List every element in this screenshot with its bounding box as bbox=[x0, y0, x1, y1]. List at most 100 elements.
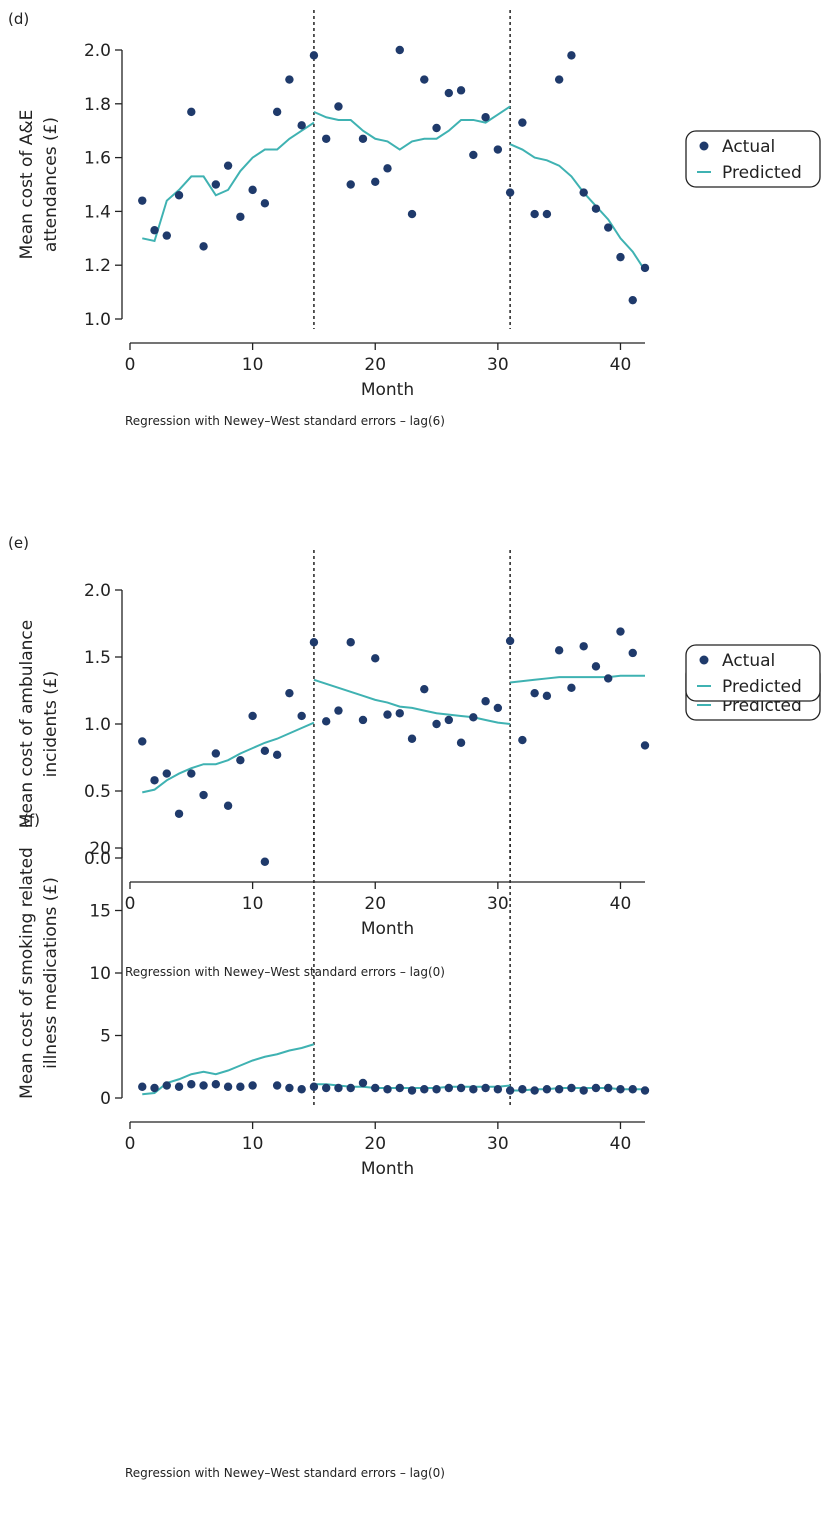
actual-point bbox=[272, 750, 282, 760]
actual-point bbox=[456, 738, 466, 747]
x-tick-label: 40 bbox=[610, 1134, 632, 1154]
actual-point bbox=[321, 717, 331, 726]
actual-point bbox=[223, 801, 233, 810]
actual-point bbox=[383, 710, 392, 719]
actual-point bbox=[211, 180, 221, 189]
actual-point bbox=[407, 209, 417, 219]
actual-point bbox=[162, 231, 171, 240]
actual-point bbox=[309, 51, 319, 60]
actual-point bbox=[554, 1085, 564, 1094]
legend-predicted-label: Predicted bbox=[722, 163, 802, 183]
regression-note: Regression with Newey–West standard erro… bbox=[125, 1466, 445, 1480]
actual-point bbox=[248, 711, 257, 721]
y-tick-label: 2.0 bbox=[84, 41, 111, 61]
actual-point bbox=[334, 102, 343, 111]
actual-point bbox=[162, 1081, 171, 1090]
actual-point bbox=[530, 688, 539, 698]
x-tick-label: 0 bbox=[125, 894, 136, 914]
legend-actual-marker bbox=[699, 141, 709, 151]
actual-point bbox=[616, 627, 625, 636]
actual-point bbox=[383, 1085, 392, 1094]
actual-point bbox=[456, 86, 466, 95]
actual-point bbox=[334, 1083, 343, 1093]
x-tick-label: 40 bbox=[610, 355, 632, 375]
actual-point bbox=[493, 1085, 503, 1094]
legend-box bbox=[685, 130, 821, 188]
actual-point bbox=[187, 1080, 196, 1089]
actual-point bbox=[432, 719, 441, 729]
actual-point bbox=[187, 107, 196, 117]
x-axis-title: Month bbox=[361, 919, 414, 939]
actual-point bbox=[505, 1086, 515, 1095]
y-tick-label: 5 bbox=[100, 1027, 111, 1047]
actual-point bbox=[469, 713, 478, 722]
x-tick-label: 0 bbox=[125, 1134, 136, 1154]
actual-point bbox=[456, 1083, 466, 1093]
y-tick-label: 1.0 bbox=[84, 310, 111, 330]
x-tick-label: 30 bbox=[487, 894, 509, 914]
actual-point bbox=[138, 737, 147, 746]
actual-point bbox=[420, 1085, 429, 1094]
actual-point bbox=[138, 196, 147, 205]
panel-label: (d) bbox=[8, 10, 29, 28]
actual-point bbox=[567, 1083, 576, 1093]
x-tick-label: 10 bbox=[242, 894, 264, 914]
actual-point bbox=[321, 134, 331, 143]
actual-point bbox=[554, 646, 564, 655]
predicted-line-segment bbox=[510, 674, 645, 684]
actual-point bbox=[530, 1086, 539, 1095]
actual-point bbox=[616, 1085, 625, 1094]
actual-point bbox=[591, 662, 601, 671]
actual-point bbox=[395, 709, 404, 718]
actual-point bbox=[150, 776, 159, 785]
actual-point bbox=[518, 735, 527, 745]
actual-point bbox=[420, 684, 429, 694]
actual-point bbox=[162, 769, 171, 778]
actual-point bbox=[530, 209, 539, 219]
actual-point bbox=[260, 199, 270, 208]
actual-point bbox=[481, 1083, 490, 1093]
actual-point bbox=[174, 809, 184, 818]
actual-point bbox=[542, 1085, 552, 1094]
y-tick-label: 1.0 bbox=[84, 715, 111, 735]
actual-point bbox=[285, 688, 294, 698]
x-tick-label: 0 bbox=[125, 355, 136, 375]
actual-point bbox=[223, 161, 233, 170]
actual-point bbox=[640, 263, 650, 273]
actual-point bbox=[150, 226, 159, 235]
y-axis-title-line: Mean cost of smoking related bbox=[17, 847, 37, 1099]
actual-point bbox=[469, 1085, 478, 1094]
actual-point bbox=[297, 121, 306, 130]
actual-point bbox=[420, 75, 429, 84]
y-axis-title-line: attendances (£) bbox=[41, 117, 61, 252]
legend-actual-label: Actual bbox=[722, 651, 775, 671]
y-axis-title-line: Mean cost of ambulance bbox=[17, 620, 37, 828]
actual-point bbox=[248, 1081, 257, 1090]
actual-point bbox=[260, 746, 270, 755]
actual-point bbox=[371, 1083, 380, 1093]
y-axis-title-line: Mean cost of A&E bbox=[17, 110, 37, 260]
predicted-line-segment bbox=[142, 1043, 315, 1096]
y-tick-label: 15 bbox=[89, 902, 111, 922]
actual-point bbox=[346, 1083, 355, 1093]
predicted-line-segment bbox=[313, 678, 511, 725]
actual-point bbox=[138, 1082, 147, 1091]
actual-point bbox=[272, 107, 282, 117]
y-tick-label: 0 bbox=[100, 1089, 111, 1109]
actual-point bbox=[579, 1086, 588, 1095]
actual-point bbox=[285, 75, 294, 84]
x-tick-label: 30 bbox=[487, 1134, 509, 1154]
legend-box bbox=[685, 644, 821, 702]
actual-point bbox=[358, 134, 368, 143]
panel-label: (f) bbox=[23, 811, 40, 829]
actual-point bbox=[346, 180, 355, 189]
actual-point bbox=[407, 734, 417, 743]
actual-point bbox=[481, 113, 490, 122]
x-tick-label: 20 bbox=[364, 894, 386, 914]
actual-point bbox=[297, 711, 306, 721]
actual-point bbox=[371, 177, 380, 187]
actual-point bbox=[493, 145, 503, 154]
actual-point bbox=[628, 295, 637, 305]
predicted-line-segment bbox=[510, 1087, 645, 1092]
